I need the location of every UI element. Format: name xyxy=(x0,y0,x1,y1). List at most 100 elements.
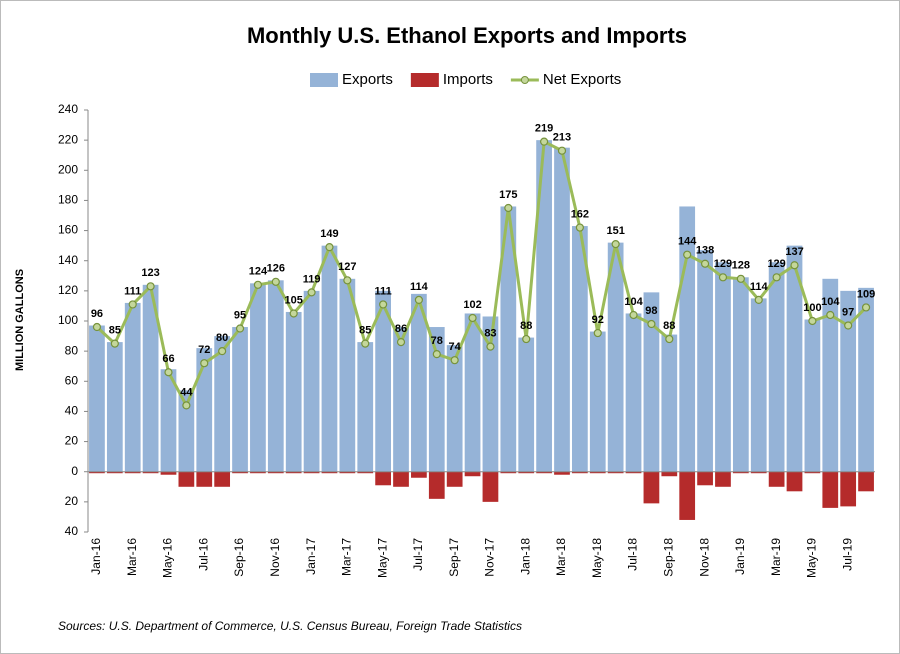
marker xyxy=(522,334,531,344)
marker xyxy=(414,295,423,304)
bar xyxy=(768,262,785,472)
marker xyxy=(665,334,674,344)
bar xyxy=(840,471,857,507)
bar xyxy=(267,280,284,472)
x-tick-label: Nov-18 xyxy=(697,538,711,577)
marker xyxy=(271,277,280,286)
data-label: 44 xyxy=(180,386,193,398)
data-label: 151 xyxy=(606,225,624,237)
bar xyxy=(250,283,266,472)
data-label: 109 xyxy=(857,288,875,300)
source: Sources: U.S. Department of Commerce, U.… xyxy=(58,619,522,633)
bar xyxy=(732,277,749,472)
bar xyxy=(89,471,105,474)
bar xyxy=(750,471,767,474)
bar xyxy=(124,302,141,472)
marker xyxy=(379,300,388,309)
bar xyxy=(464,471,481,477)
bar xyxy=(196,348,213,472)
marker xyxy=(683,250,692,259)
marker xyxy=(647,319,656,329)
marker xyxy=(128,300,137,309)
marker xyxy=(844,321,853,330)
bar xyxy=(858,471,874,492)
bar xyxy=(160,471,177,475)
data-label: 144 xyxy=(678,236,697,248)
legend-label: Exports xyxy=(342,71,393,88)
marker xyxy=(826,310,835,320)
bar xyxy=(411,471,427,478)
x-tick-label: Nov-16 xyxy=(268,538,282,577)
data-label: 119 xyxy=(303,273,321,285)
marker xyxy=(235,324,245,333)
data-label: 219 xyxy=(535,123,553,135)
data-label: 129 xyxy=(714,258,732,270)
bar xyxy=(804,319,821,472)
bar xyxy=(178,390,195,472)
bar xyxy=(500,206,517,472)
marker xyxy=(718,273,728,282)
data-label: 78 xyxy=(431,335,443,347)
bar xyxy=(572,471,588,474)
data-label: 83 xyxy=(484,328,496,340)
bar xyxy=(536,471,552,474)
y-tick-label: 20 xyxy=(65,494,79,508)
x-tick-label: Mar-18 xyxy=(554,538,568,576)
data-label: 72 xyxy=(198,344,210,356)
marker xyxy=(772,273,781,282)
bar xyxy=(554,147,570,472)
y-tick-label: 140 xyxy=(58,253,78,267)
chart-title: Monthly U.S. Ethanol Exports and Imports xyxy=(247,23,687,48)
bar xyxy=(661,334,678,472)
data-label: 100 xyxy=(803,302,821,314)
bar xyxy=(375,290,391,472)
data-label: 96 xyxy=(91,308,103,320)
bar xyxy=(697,471,713,486)
bar xyxy=(357,471,374,474)
bar xyxy=(822,278,839,472)
bar xyxy=(446,345,463,472)
data-label: 74 xyxy=(449,341,462,353)
bar xyxy=(750,298,767,472)
bar xyxy=(303,290,320,472)
x-tick-label: Mar-19 xyxy=(769,538,783,576)
bar xyxy=(679,471,696,520)
data-label: 138 xyxy=(696,245,714,257)
data-label: 111 xyxy=(124,285,141,297)
marker xyxy=(486,342,495,351)
bar xyxy=(339,278,356,472)
x-tick-label: Sep-16 xyxy=(232,538,246,577)
marker xyxy=(164,368,173,377)
x-tick-label: Nov-17 xyxy=(483,538,497,577)
marker xyxy=(182,401,191,410)
bar xyxy=(482,316,499,472)
bar xyxy=(214,336,231,472)
bar xyxy=(715,262,731,472)
y-tick-label: 160 xyxy=(58,223,78,237)
bar xyxy=(393,471,409,487)
bar xyxy=(160,369,177,472)
bar xyxy=(106,342,123,472)
bar xyxy=(303,471,320,474)
data-label: 129 xyxy=(767,258,785,270)
data-label: 175 xyxy=(499,189,517,201)
bar xyxy=(393,327,409,472)
bar xyxy=(178,471,195,487)
bar xyxy=(89,325,105,472)
marker xyxy=(432,350,441,359)
x-tick-label: Sep-18 xyxy=(661,538,675,577)
marker xyxy=(146,282,155,291)
x-tick-label: May-17 xyxy=(375,538,389,578)
bar xyxy=(214,471,231,487)
y-tick-label: 20 xyxy=(65,434,79,448)
bar xyxy=(572,226,588,472)
x-tick-label: May-18 xyxy=(590,538,604,578)
legend-swatch xyxy=(520,76,529,84)
data-label: 137 xyxy=(785,246,803,258)
legend-swatch xyxy=(410,73,439,87)
bar xyxy=(589,471,606,474)
bar xyxy=(625,471,642,474)
bar xyxy=(697,250,713,472)
data-label: 124 xyxy=(249,266,268,278)
